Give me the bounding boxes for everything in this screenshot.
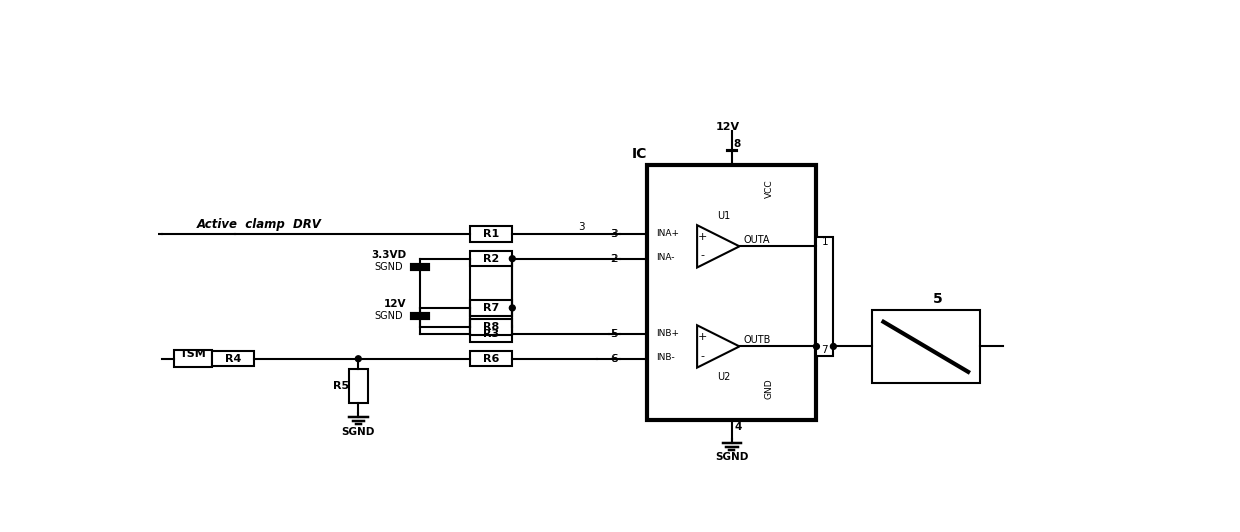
Bar	[470, 320, 512, 335]
Text: 6: 6	[611, 354, 618, 364]
Text: INA+: INA+	[656, 229, 680, 238]
Text: 3.3VD: 3.3VD	[371, 250, 405, 260]
Text: SGND: SGND	[715, 452, 749, 462]
Text: 2: 2	[610, 254, 616, 264]
Text: 1: 1	[822, 237, 828, 247]
Bar	[816, 237, 833, 356]
Text: R2: R2	[484, 254, 500, 264]
Text: INB+: INB+	[656, 329, 680, 338]
Text: OUTB: OUTB	[743, 335, 771, 345]
Text: 3: 3	[611, 229, 618, 239]
Text: 2: 2	[611, 254, 618, 264]
Text: -: -	[701, 251, 704, 261]
Bar	[348, 369, 368, 403]
Bar	[470, 327, 512, 342]
Text: GND: GND	[765, 378, 774, 399]
Text: INB-: INB-	[656, 353, 675, 362]
Circle shape	[356, 356, 361, 362]
Text: R4: R4	[224, 354, 242, 364]
Text: R1: R1	[484, 229, 500, 239]
Text: R8: R8	[484, 322, 500, 332]
Text: R7: R7	[484, 303, 500, 313]
Text: 8: 8	[734, 139, 740, 149]
Text: R6: R6	[482, 354, 500, 364]
Text: Active  clamp  DRV: Active clamp DRV	[197, 218, 321, 231]
Text: -: -	[701, 351, 704, 361]
Circle shape	[510, 256, 516, 262]
Text: 7: 7	[822, 345, 828, 355]
Text: U1: U1	[718, 211, 730, 221]
Text: SGND: SGND	[374, 262, 403, 272]
Text: U2: U2	[718, 372, 730, 382]
Text: 3: 3	[578, 222, 585, 232]
Text: 4: 4	[735, 422, 743, 433]
Text: INA-: INA-	[656, 253, 675, 262]
Text: +: +	[698, 332, 707, 342]
Text: 6: 6	[610, 354, 616, 364]
Circle shape	[813, 344, 820, 350]
Text: R3: R3	[484, 329, 500, 339]
Text: SGND: SGND	[374, 311, 403, 321]
Bar	[212, 351, 254, 367]
Text: OUTA: OUTA	[743, 235, 770, 245]
Bar	[174, 350, 212, 367]
Text: SGND: SGND	[341, 427, 374, 437]
Text: 5: 5	[610, 329, 616, 339]
Circle shape	[510, 305, 516, 311]
Text: +: +	[698, 232, 707, 242]
Text: R5: R5	[332, 381, 348, 391]
Bar	[470, 226, 512, 242]
Bar	[470, 351, 512, 367]
Text: TSM: TSM	[180, 349, 206, 359]
Text: IC: IC	[631, 147, 647, 161]
Text: 3: 3	[610, 229, 616, 239]
Bar	[470, 251, 512, 267]
Text: VCC: VCC	[765, 179, 774, 198]
Circle shape	[831, 344, 836, 350]
Bar	[872, 310, 980, 384]
Text: 12V: 12V	[715, 122, 740, 132]
Text: 5: 5	[611, 329, 618, 339]
Text: 12V: 12V	[383, 299, 405, 309]
Bar	[470, 300, 512, 315]
Bar	[647, 165, 816, 420]
Text: 5: 5	[932, 292, 942, 306]
